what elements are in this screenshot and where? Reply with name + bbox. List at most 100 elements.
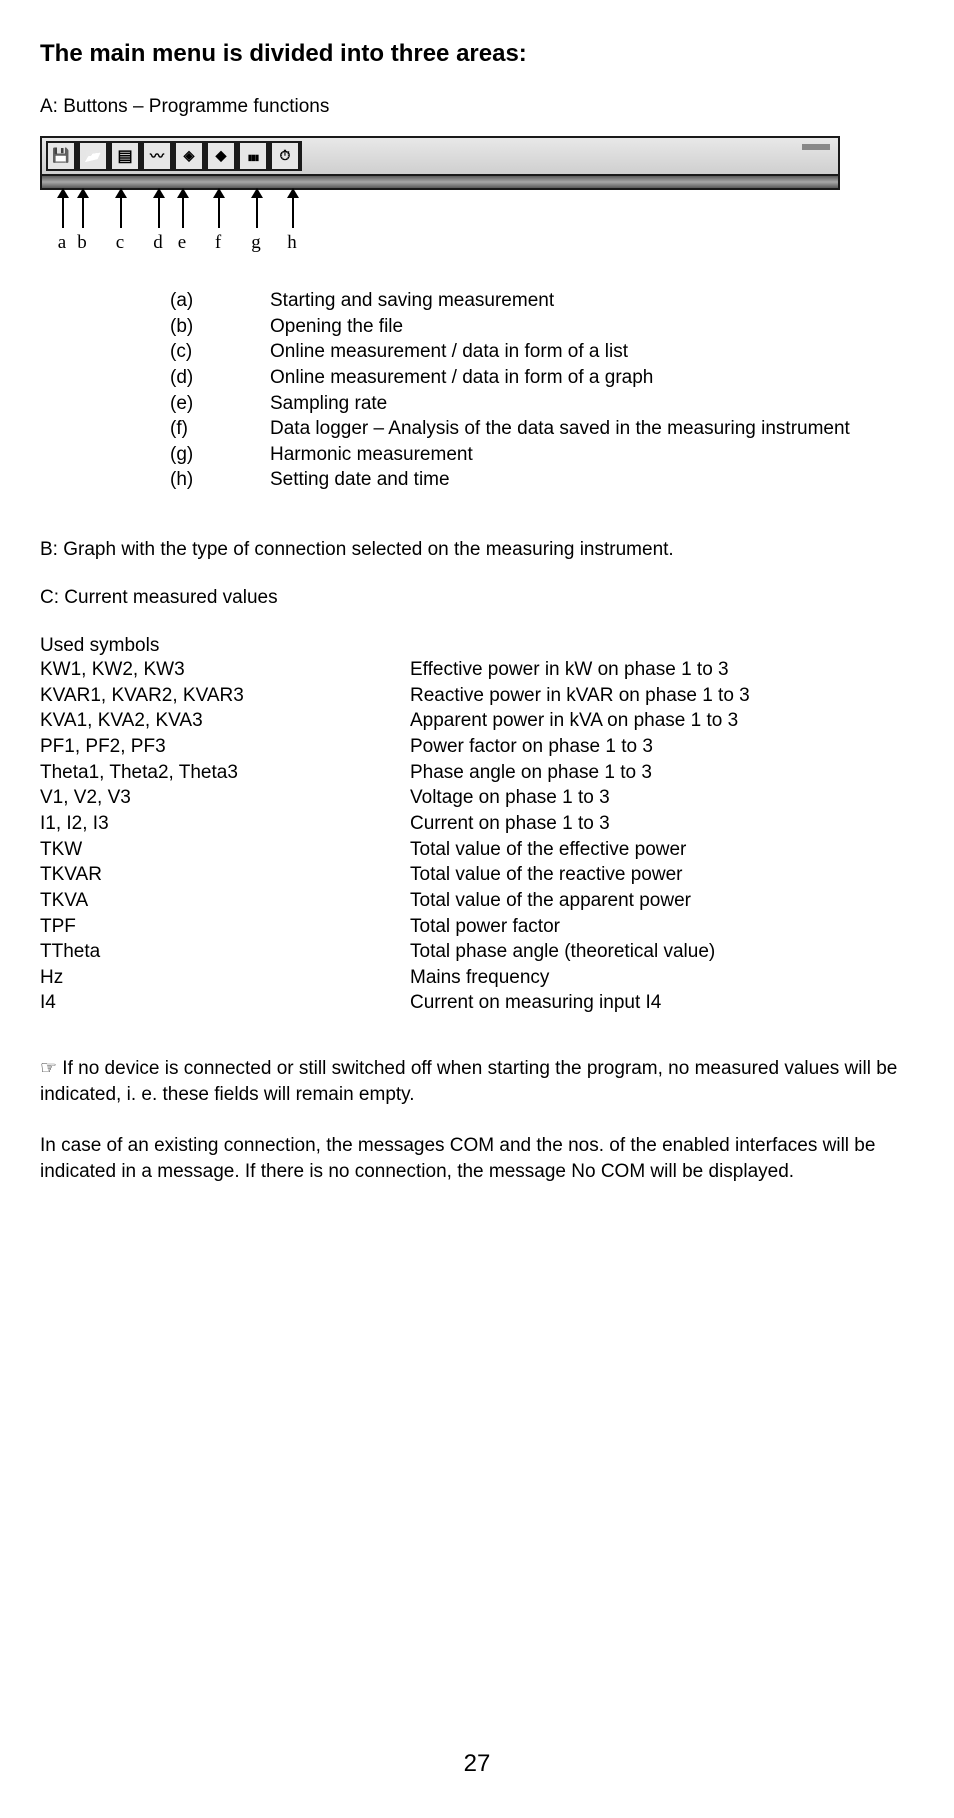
symbol-value: Effective power in kW on phase 1 to 3 <box>410 657 914 683</box>
toolbar-btn-harmonic <box>238 141 268 171</box>
symbol-row: V1, V2, V3Voltage on phase 1 to 3 <box>40 785 914 811</box>
arrow-pointer <box>120 190 122 228</box>
arrow-pointer <box>182 190 184 228</box>
toolbar-btn-open <box>78 141 108 171</box>
page-heading: The main menu is divided into three area… <box>40 40 914 68</box>
arrow-label: h <box>287 232 297 254</box>
symbol-key: V1, V2, V3 <box>40 785 410 811</box>
arrow-pointer <box>218 190 220 228</box>
symbol-key: PF1, PF2, PF3 <box>40 734 410 760</box>
button-desc-value: Starting and saving measurement <box>270 288 914 314</box>
list-icon <box>117 146 132 166</box>
symbol-key: I4 <box>40 990 410 1016</box>
button-desc-row: (d)Online measurement / data in form of … <box>170 365 914 391</box>
symbol-row: KVAR1, KVAR2, KVAR3Reactive power in kVA… <box>40 683 914 709</box>
logger-icon <box>216 147 227 165</box>
arrow-pointer <box>82 190 84 228</box>
button-desc-key: (g) <box>170 442 270 468</box>
button-desc-value: Data logger – Analysis of the data saved… <box>270 416 914 442</box>
symbol-key: TTheta <box>40 939 410 965</box>
symbol-value: Power factor on phase 1 to 3 <box>410 734 914 760</box>
arrow-pointer <box>62 190 64 228</box>
page-number: 27 <box>0 1750 954 1778</box>
symbol-row: I1, I2, I3Current on phase 1 to 3 <box>40 811 914 837</box>
toolbar-outer <box>40 136 840 176</box>
symbol-row: TKWTotal value of the effective power <box>40 837 914 863</box>
symbol-value: Voltage on phase 1 to 3 <box>410 785 914 811</box>
symbol-row: I4Current on measuring input I4 <box>40 990 914 1016</box>
button-desc-value: Harmonic measurement <box>270 442 914 468</box>
graph-icon <box>150 146 164 166</box>
button-desc-key: (a) <box>170 288 270 314</box>
arrow-label: c <box>116 232 124 254</box>
button-desc-key: (f) <box>170 416 270 442</box>
arrow-pointer <box>256 190 258 228</box>
arrow-row: abcdefgh <box>40 190 840 262</box>
toolbar-btn-list <box>110 141 140 171</box>
symbol-key: TKW <box>40 837 410 863</box>
symbol-key: KW1, KW2, KW3 <box>40 657 410 683</box>
symbol-value: Total power factor <box>410 914 914 940</box>
button-desc-value: Setting date and time <box>270 467 914 493</box>
symbol-value: Total value of the reactive power <box>410 862 914 888</box>
symbol-key: KVAR1, KVAR2, KVAR3 <box>40 683 410 709</box>
button-desc-key: (e) <box>170 391 270 417</box>
rate-icon <box>184 147 195 165</box>
button-desc-row: (g)Harmonic measurement <box>170 442 914 468</box>
arrow-label: f <box>215 232 221 254</box>
symbols-block: Used symbols KW1, KW2, KW3Effective powe… <box>40 635 914 1016</box>
button-desc-value: Opening the file <box>270 314 914 340</box>
button-desc-row: (e)Sampling rate <box>170 391 914 417</box>
symbol-value: Total value of the apparent power <box>410 888 914 914</box>
symbol-value: Apparent power in kVA on phase 1 to 3 <box>410 708 914 734</box>
arrow-label: d <box>153 232 163 254</box>
toolbar-btn-logger <box>206 141 236 171</box>
symbol-row: Theta1, Theta2, Theta3Phase angle on pha… <box>40 760 914 786</box>
symbol-value: Current on measuring input I4 <box>410 990 914 1016</box>
symbol-row: KVA1, KVA2, KVA3Apparent power in kVA on… <box>40 708 914 734</box>
button-desc-key: (d) <box>170 365 270 391</box>
button-desc-key: (b) <box>170 314 270 340</box>
button-desc-value: Online measurement / data in form of a g… <box>270 365 914 391</box>
toolbar-btn-clock <box>270 141 300 171</box>
button-desc-value: Online measurement / data in form of a l… <box>270 339 914 365</box>
symbol-value: Total phase angle (theoretical value) <box>410 939 914 965</box>
symbol-key: Theta1, Theta2, Theta3 <box>40 760 410 786</box>
button-desc-key: (c) <box>170 339 270 365</box>
symbol-key: Hz <box>40 965 410 991</box>
symbol-row: HzMains frequency <box>40 965 914 991</box>
button-desc-row: (b)Opening the file <box>170 314 914 340</box>
note-no-device: ☞ If no device is connected or still swi… <box>40 1056 914 1107</box>
symbol-value: Phase angle on phase 1 to 3 <box>410 760 914 786</box>
symbol-row: TKVATotal value of the apparent power <box>40 888 914 914</box>
button-desc-row: (f)Data logger – Analysis of the data sa… <box>170 416 914 442</box>
symbol-key: TKVA <box>40 888 410 914</box>
symbol-value: Total value of the effective power <box>410 837 914 863</box>
open-icon <box>84 147 101 165</box>
symbols-title: Used symbols <box>40 635 914 657</box>
section-b-text: B: Graph with the type of connection sel… <box>40 539 914 561</box>
section-a-label: A: Buttons – Programme functions <box>40 96 914 118</box>
symbol-row: PF1, PF2, PF3Power factor on phase 1 to … <box>40 734 914 760</box>
button-desc-row: (h)Setting date and time <box>170 467 914 493</box>
button-desc-row: (c)Online measurement / data in form of … <box>170 339 914 365</box>
arrow-pointer <box>292 190 294 228</box>
symbol-value: Current on phase 1 to 3 <box>410 811 914 837</box>
symbol-row: TPFTotal power factor <box>40 914 914 940</box>
symbol-value: Mains frequency <box>410 965 914 991</box>
harmonic-icon <box>248 147 258 165</box>
symbol-value: Reactive power in kVAR on phase 1 to 3 <box>410 683 914 709</box>
symbol-key: TPF <box>40 914 410 940</box>
clock-icon <box>280 147 291 165</box>
symbol-row: TKVARTotal value of the reactive power <box>40 862 914 888</box>
arrow-label: a <box>58 232 66 254</box>
symbol-key: TKVAR <box>40 862 410 888</box>
symbol-key: I1, I2, I3 <box>40 811 410 837</box>
section-c-text: C: Current measured values <box>40 587 914 609</box>
button-desc-row: (a)Starting and saving measurement <box>170 288 914 314</box>
button-desc-value: Sampling rate <box>270 391 914 417</box>
arrow-label: e <box>178 232 186 254</box>
save-icon <box>52 147 69 165</box>
arrow-label: g <box>251 232 261 254</box>
symbol-row: TThetaTotal phase angle (theoretical val… <box>40 939 914 965</box>
